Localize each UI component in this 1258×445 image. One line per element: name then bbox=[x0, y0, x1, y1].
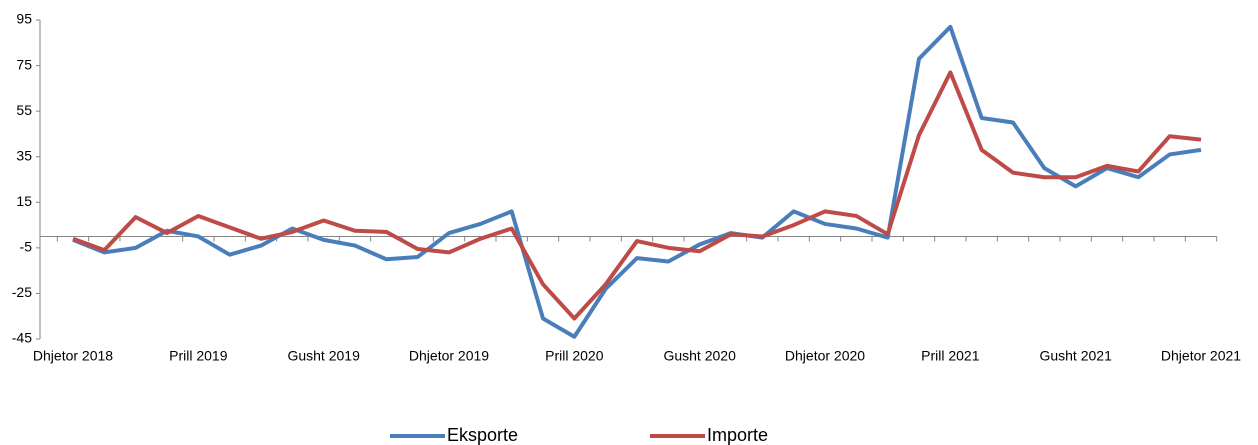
legend-label: Importe bbox=[707, 425, 768, 445]
x-tick-label: Prill 2021 bbox=[921, 348, 980, 364]
y-tick-label: 75 bbox=[16, 56, 32, 72]
x-tick-label: Prill 2020 bbox=[545, 348, 604, 364]
series-line bbox=[72, 24, 1202, 339]
x-tick-label: Gusht 2019 bbox=[287, 348, 360, 364]
y-tick-label: -45 bbox=[12, 330, 32, 346]
y-tick-label: -25 bbox=[12, 284, 32, 300]
y-tick-label: 15 bbox=[16, 193, 32, 209]
y-tick-label: 55 bbox=[16, 102, 32, 118]
y-tick-label: 95 bbox=[16, 11, 32, 27]
y-tick-label: 35 bbox=[16, 147, 32, 163]
x-tick-label: Dhjetor 2019 bbox=[409, 348, 489, 364]
x-tick-label: Prill 2019 bbox=[169, 348, 228, 364]
x-tick-label: Dhjetor 2021 bbox=[1161, 348, 1241, 364]
series-line bbox=[72, 70, 1202, 321]
y-tick-label: -5 bbox=[20, 239, 33, 255]
x-tick-label: Dhjetor 2020 bbox=[785, 348, 865, 364]
x-tick-label: Gusht 2021 bbox=[1039, 348, 1112, 364]
x-tick-label: Dhjetor 2018 bbox=[33, 348, 113, 364]
x-tick-label: Gusht 2020 bbox=[663, 348, 736, 364]
legend-label: Eksporte bbox=[447, 425, 518, 445]
